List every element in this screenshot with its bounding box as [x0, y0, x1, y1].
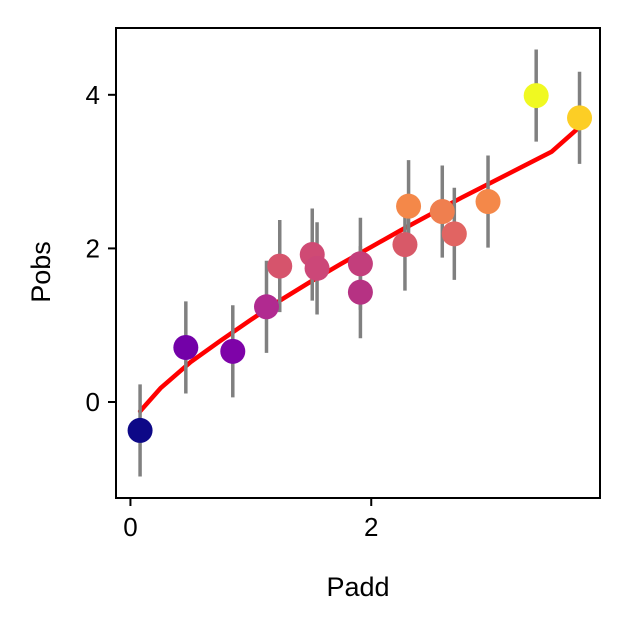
data-point	[523, 83, 549, 109]
data-point	[173, 334, 199, 360]
data-point	[567, 105, 593, 131]
y-tick-label: 4	[86, 80, 100, 110]
data-point	[267, 253, 293, 279]
data-point	[475, 189, 501, 215]
axes-layer: 0 2 0 2 4	[86, 27, 601, 542]
x-axis-label: Padd	[326, 572, 389, 602]
plot-frame	[115, 27, 601, 499]
x-tick-label: 0	[123, 512, 137, 542]
point-layer	[127, 83, 593, 443]
data-point	[396, 193, 422, 219]
y-tick-label: 0	[86, 387, 100, 417]
data-point	[429, 199, 455, 225]
data-point	[127, 417, 153, 443]
data-point	[392, 232, 418, 258]
data-point	[253, 294, 279, 320]
x-tick-label: 2	[364, 512, 378, 542]
data-point	[347, 279, 373, 305]
y-tick-label: 2	[86, 233, 100, 263]
data-point	[220, 338, 246, 364]
data-point	[441, 221, 467, 247]
data-point	[347, 251, 373, 277]
y-axis-label: Pobs	[26, 241, 56, 303]
data-point	[304, 255, 330, 281]
